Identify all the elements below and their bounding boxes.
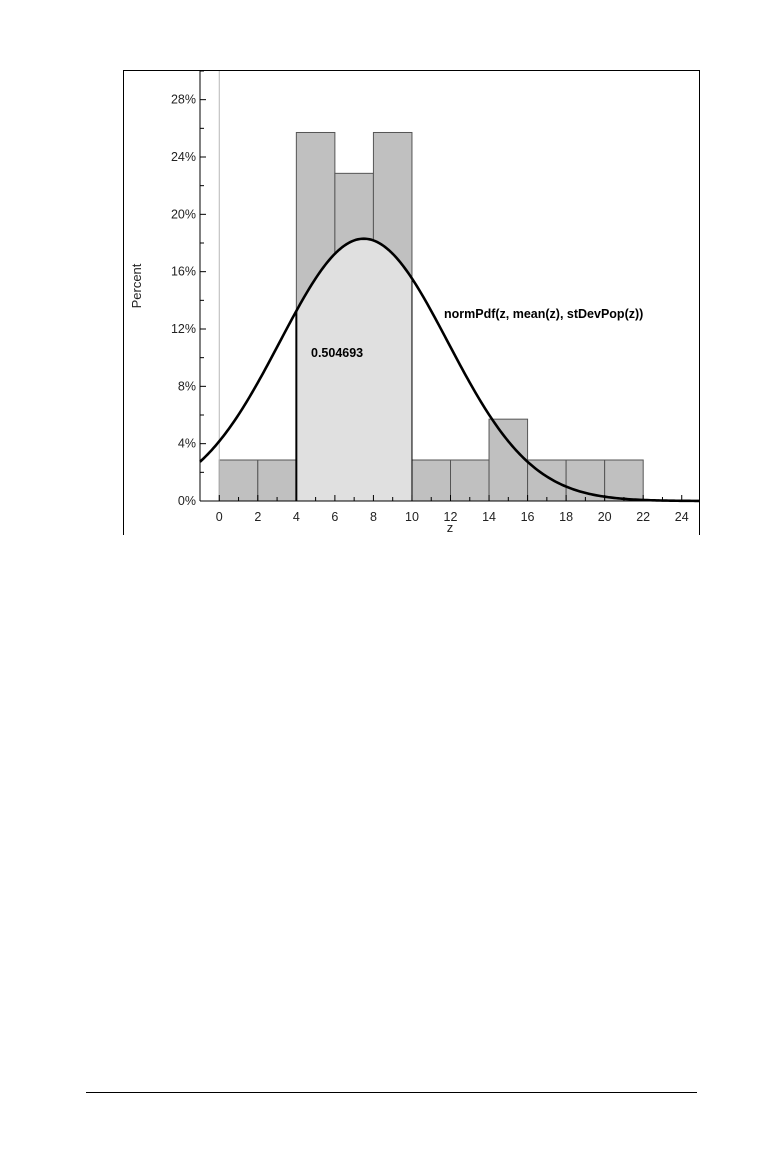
- histogram-bar-2-4: [257, 459, 297, 502]
- curve-label: normPdf(z, mean(z), stDevPop(z)): [444, 307, 643, 321]
- histogram-chart: 0% 4% 8% 12% 16% 20% 24% 28% 0 2 4 6 8 10 12 14 16 18 20 2…: [123, 70, 700, 535]
- x-tick-label: 16: [521, 510, 535, 524]
- x-tick-label: 24: [675, 510, 689, 524]
- x-tick-label: 14: [482, 510, 496, 524]
- shaded-area-value: 0.504693: [311, 346, 363, 360]
- histogram-bar-20-22: [604, 459, 644, 502]
- histogram-bar-12-14: [450, 459, 490, 502]
- y-axis: 0% 4% 8% 12% 16% 20% 24% 28%: [171, 71, 220, 508]
- x-tick-label: 2: [254, 510, 261, 524]
- histogram-bar-10-12: [411, 459, 452, 502]
- y-tick-label: 24%: [171, 150, 196, 164]
- y-tick-label: 12%: [171, 322, 196, 336]
- y-tick-label: 4%: [178, 437, 196, 451]
- y-axis-title: Percent: [129, 263, 144, 308]
- y-tick-label: 0%: [178, 494, 196, 508]
- x-tick-label: 18: [559, 510, 573, 524]
- shaded-area-layer: [295, 238, 413, 501]
- x-tick-label: 20: [598, 510, 612, 524]
- x-tick-label: 4: [293, 510, 300, 524]
- x-tick-label: 0: [216, 510, 223, 524]
- normal-curve: [199, 237, 699, 503]
- histogram-bar-14-16: [488, 418, 529, 502]
- x-axis-title: z: [447, 520, 454, 535]
- y-tick-label: 8%: [178, 379, 196, 393]
- chart-canvas: 0%4%8%12%16%20%24%28% 0 2 4 6 8 10 12 14 16 18 20 2…: [129, 71, 699, 535]
- x-tick-label: 10: [405, 510, 419, 524]
- y-tick-label: 20%: [171, 207, 196, 221]
- x-tick-label: 22: [636, 510, 650, 524]
- histogram-bar-0-2: [218, 459, 259, 502]
- x-tick-label: 8: [370, 510, 377, 524]
- curve-layer: [199, 237, 699, 503]
- x-tick-label: 6: [331, 510, 338, 524]
- x-axis: 0 2 4 6 8 10 12 14 16 18 20 22 24: [199, 495, 699, 524]
- shaded-area: [296, 238, 412, 501]
- page-footer-rule: [86, 1092, 697, 1093]
- y-tick-label: 16%: [171, 265, 196, 279]
- x-tick-label: 12: [444, 510, 458, 524]
- y-tick-label: 28%: [171, 93, 196, 107]
